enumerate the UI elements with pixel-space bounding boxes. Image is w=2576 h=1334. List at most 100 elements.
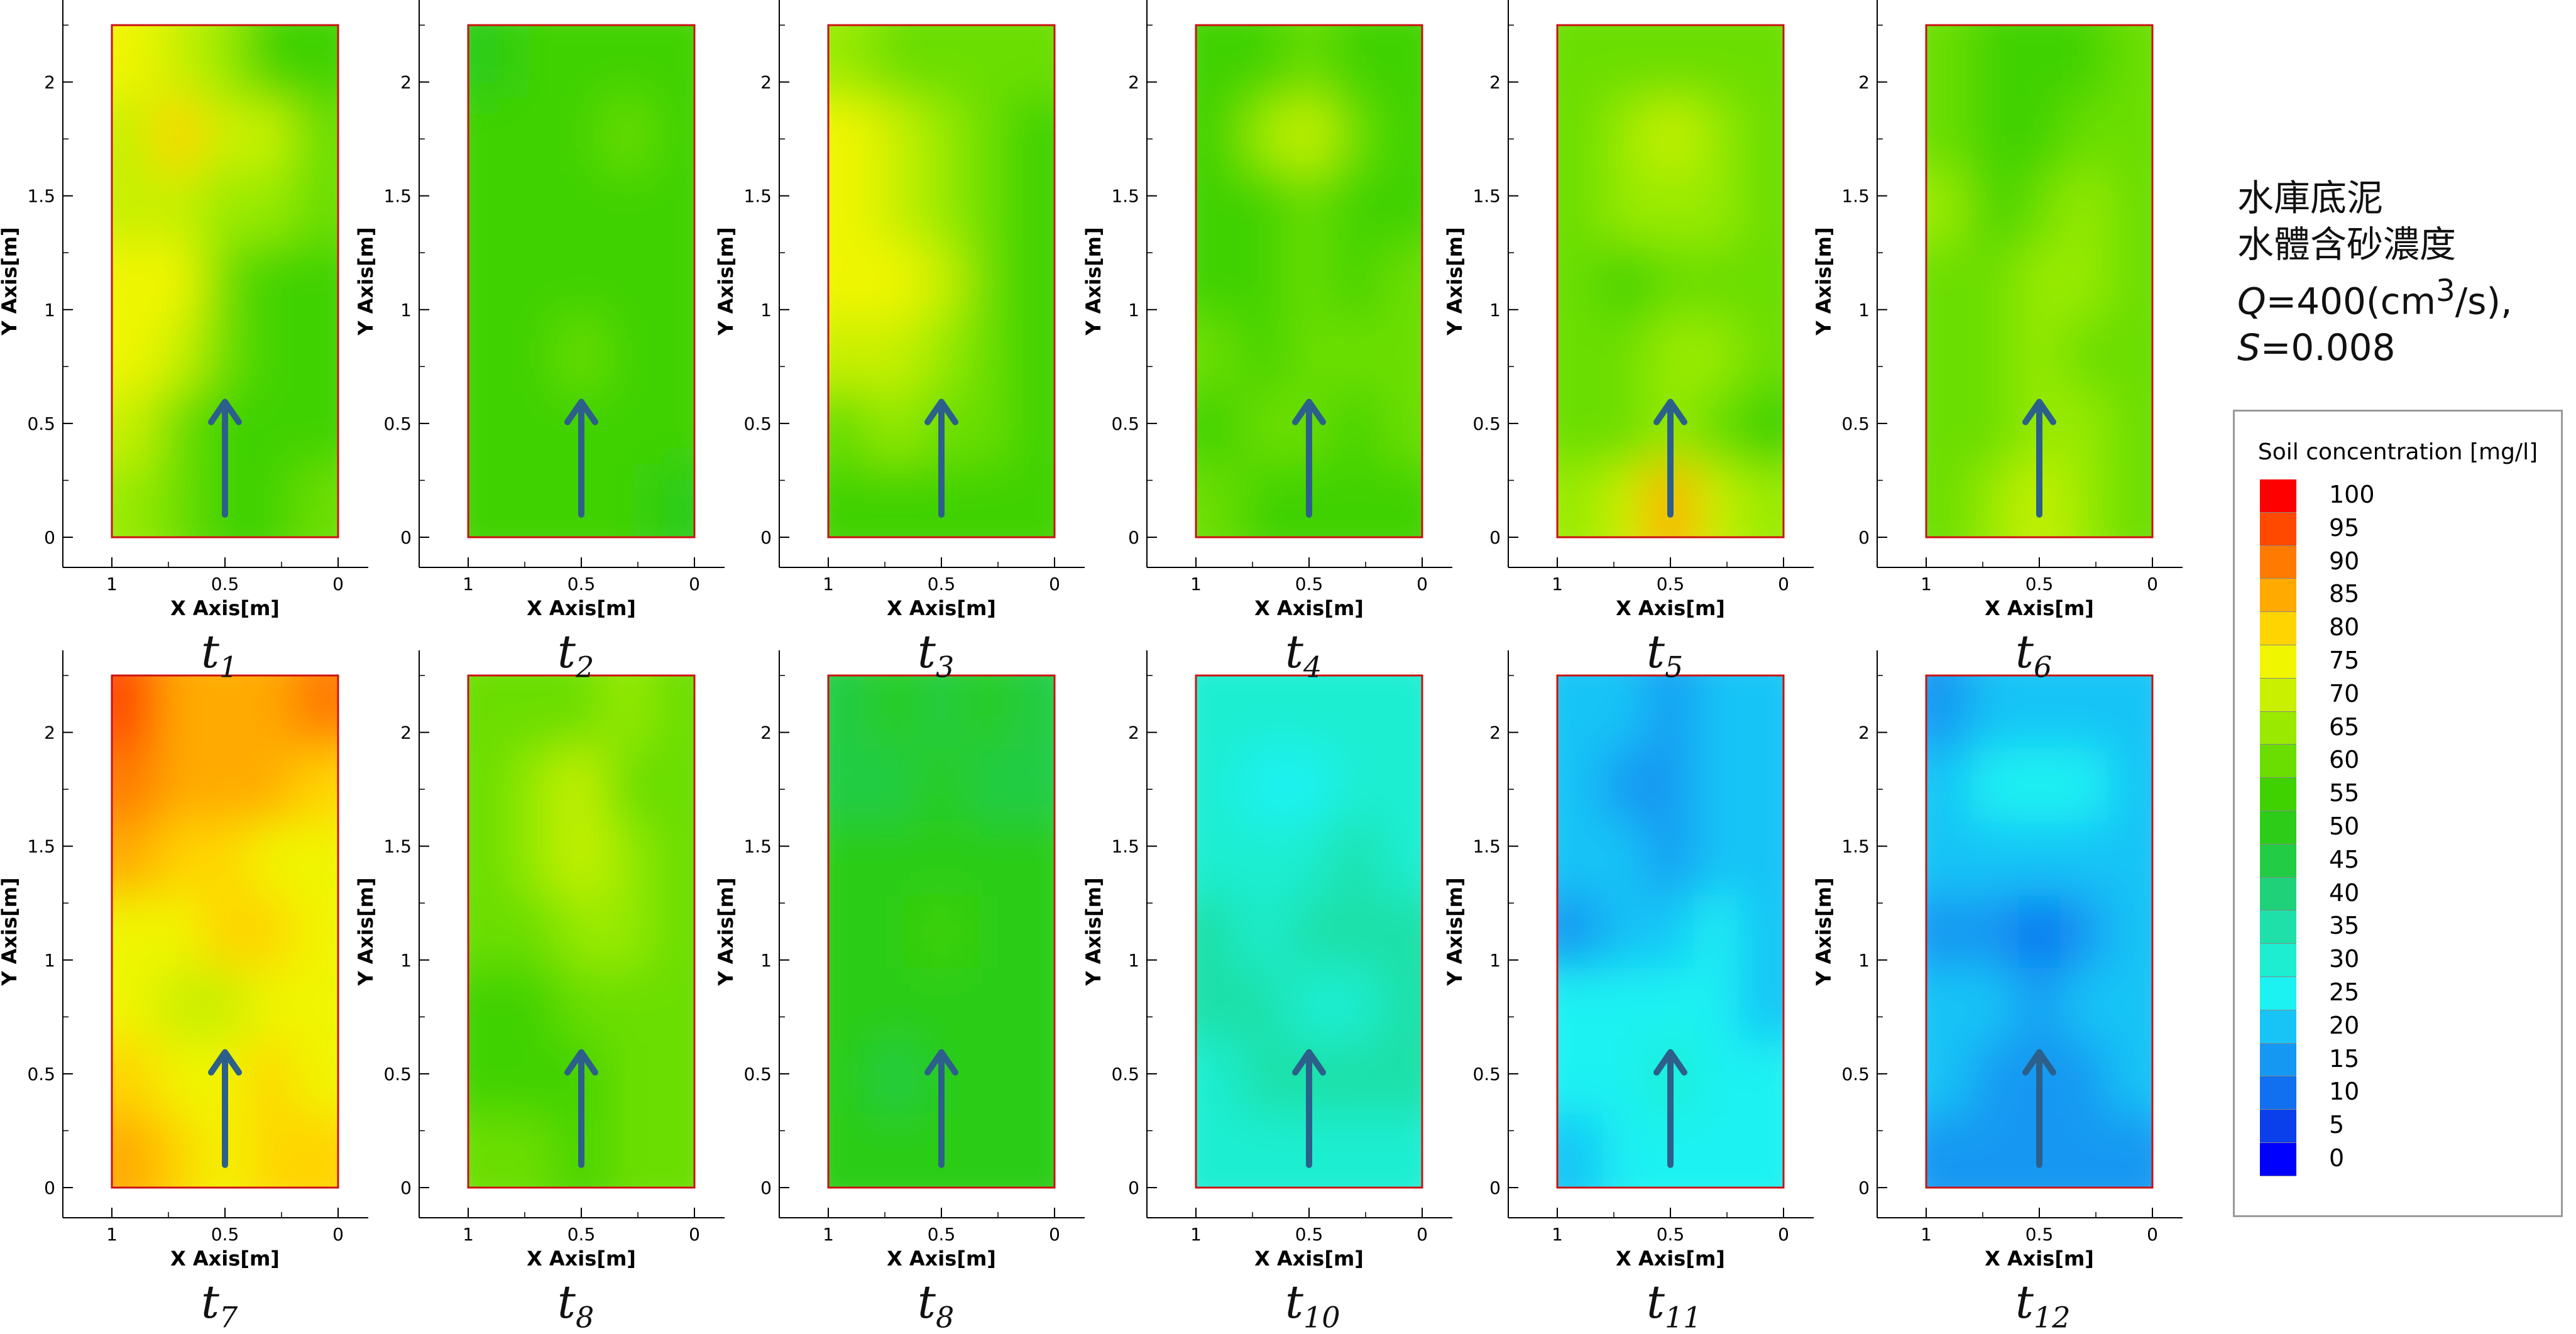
contour-cell xyxy=(604,748,649,822)
contour-cell xyxy=(828,748,874,822)
contour-cell xyxy=(513,25,559,99)
y-axis-label: Y Axis[m] xyxy=(1082,877,1105,986)
contour-cell xyxy=(1286,821,1332,895)
contour-cell xyxy=(468,675,513,749)
contour-cell xyxy=(157,464,202,537)
x-tick-label: 1 xyxy=(1552,574,1563,594)
y-axis-label: Y Axis[m] xyxy=(1812,227,1836,336)
contour-cell xyxy=(1971,171,2017,245)
contour-cell xyxy=(468,98,513,172)
contour-cell xyxy=(1377,25,1422,99)
contour-cell xyxy=(1009,675,1055,749)
panel-label-t5: t5 xyxy=(1647,625,1683,684)
contour-cell xyxy=(1377,317,1422,391)
x-tick-label: 1 xyxy=(823,1224,834,1245)
contour-cell xyxy=(874,25,919,99)
contour-cell xyxy=(1377,821,1422,895)
panel-label-t12: t12 xyxy=(2015,1276,2070,1334)
legend-label: 0 xyxy=(2329,1144,2345,1172)
contour-cell xyxy=(2107,895,2152,968)
contour-cell xyxy=(604,98,649,172)
contour-cell xyxy=(1196,391,1241,464)
contour-cell xyxy=(202,244,248,318)
contour-cell xyxy=(2017,98,2062,172)
contour-cell xyxy=(828,25,874,99)
contour-cell xyxy=(2062,98,2107,172)
contour-cell xyxy=(1332,675,1377,749)
contour-cell xyxy=(964,675,1009,749)
contour-cell xyxy=(513,98,559,172)
contour-cell xyxy=(2107,675,2152,749)
contour-cell xyxy=(559,98,604,172)
contour-cell xyxy=(964,25,1009,99)
legend-swatch xyxy=(2260,711,2296,745)
contour-cell xyxy=(964,244,1009,318)
x-tick-label: 1 xyxy=(1921,574,1932,594)
x-axis-label: X Axis[m] xyxy=(1254,1247,1364,1271)
contour-cell xyxy=(513,244,559,318)
y-axis-label: Y Axis[m] xyxy=(1443,877,1467,986)
y-tick-label: 1 xyxy=(1128,950,1139,971)
contour-cell xyxy=(2107,391,2152,464)
y-tick-label: 0 xyxy=(760,1178,772,1198)
contour-cell xyxy=(1738,675,1784,749)
contour-cell xyxy=(604,1041,649,1115)
contour-cell xyxy=(1738,895,1784,968)
x-axis-label: X Axis[m] xyxy=(170,1247,280,1271)
contour-cell xyxy=(1286,244,1332,318)
contour-cell xyxy=(964,317,1009,391)
contour-panel-t4: 0 0.5 1 1.5 2 1 0.5 0 X Axis[m] Y Axis[m] xyxy=(1082,0,1452,620)
contour-cell xyxy=(157,317,202,391)
contour-cell xyxy=(1196,317,1241,391)
contour-panel-t11: 0 0.5 1 1.5 2 1 0.5 0 X Axis[m] Y Axis[m] xyxy=(1443,650,1814,1271)
contour-cell xyxy=(1332,317,1377,391)
panel-label-base: t xyxy=(201,1276,219,1328)
contour-cell xyxy=(248,25,293,99)
y-tick-label: 0 xyxy=(1858,527,1870,548)
contour-cell xyxy=(559,244,604,318)
panel-label-base: t xyxy=(2015,625,2034,678)
contour-cell xyxy=(874,968,919,1042)
y-tick-label: 1 xyxy=(400,300,412,320)
contour-cell xyxy=(874,464,919,537)
contour-cell xyxy=(2107,171,2152,245)
contour-cell xyxy=(2062,748,2107,822)
contour-cell xyxy=(2062,895,2107,968)
contour-cell xyxy=(1241,1114,1286,1188)
contour-cell xyxy=(1926,464,1971,537)
x-axis-label: X Axis[m] xyxy=(1616,1247,1725,1271)
contour-cell xyxy=(1557,748,1603,822)
contour-cell xyxy=(157,675,202,749)
x-axis-label: X Axis[m] xyxy=(1616,596,1725,620)
panel-label-subscript: 6 xyxy=(2033,650,2053,684)
contour-cell xyxy=(1377,244,1422,318)
x-tick-label: 0.5 xyxy=(567,574,596,594)
contour-cell xyxy=(2017,244,2062,318)
contour-cell xyxy=(1241,748,1286,822)
contour-cell xyxy=(1693,25,1738,99)
panel-label-subscript: 12 xyxy=(2033,1300,2071,1334)
panel-label-t10: t10 xyxy=(1285,1276,1340,1334)
contour-cell xyxy=(293,748,338,822)
contour-cell xyxy=(2107,464,2152,537)
legend-label: 60 xyxy=(2329,746,2360,774)
s-symbol: S xyxy=(2237,326,2261,369)
contour-field xyxy=(112,25,338,537)
contour-cell xyxy=(919,821,964,895)
legend-swatch xyxy=(2260,1110,2296,1143)
contour-cell xyxy=(828,171,874,245)
x-axis-label: X Axis[m] xyxy=(887,596,996,620)
y-tick-label: 1.5 xyxy=(743,186,772,207)
contour-cell xyxy=(559,25,604,99)
contour-cell xyxy=(1377,98,1422,172)
panel-label-base: t xyxy=(2015,1276,2034,1328)
contour-cell xyxy=(1557,317,1603,391)
y-tick-label: 2 xyxy=(1489,723,1501,743)
contour-cell xyxy=(2107,244,2152,318)
contour-cell xyxy=(1603,968,1648,1042)
contour-field xyxy=(468,675,694,1188)
contour-cell xyxy=(1557,968,1603,1042)
contour-cell xyxy=(1971,98,2017,172)
x-tick-label: 0.5 xyxy=(211,1224,239,1245)
contour-cell xyxy=(604,317,649,391)
